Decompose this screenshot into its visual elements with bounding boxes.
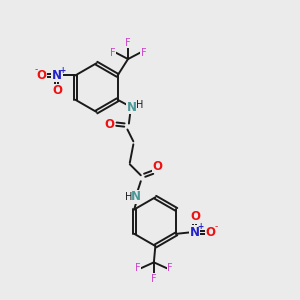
Text: -: - — [214, 223, 217, 232]
Text: H: H — [125, 192, 132, 202]
Text: N: N — [52, 69, 62, 82]
Text: N: N — [130, 190, 140, 203]
Text: -: - — [34, 65, 38, 74]
Text: F: F — [167, 263, 173, 273]
Text: O: O — [37, 69, 46, 82]
Text: H: H — [136, 100, 143, 110]
Text: F: F — [110, 47, 116, 58]
Text: O: O — [105, 118, 115, 130]
Text: +: + — [59, 65, 65, 74]
Text: F: F — [151, 274, 157, 284]
Text: F: F — [135, 263, 141, 273]
Text: F: F — [125, 38, 131, 48]
Text: +: + — [197, 223, 203, 232]
Text: O: O — [152, 160, 162, 173]
Text: F: F — [141, 47, 146, 58]
Text: N: N — [127, 101, 137, 114]
Text: O: O — [52, 84, 62, 98]
Text: O: O — [205, 226, 215, 239]
Text: O: O — [190, 210, 200, 224]
Text: N: N — [190, 226, 200, 239]
